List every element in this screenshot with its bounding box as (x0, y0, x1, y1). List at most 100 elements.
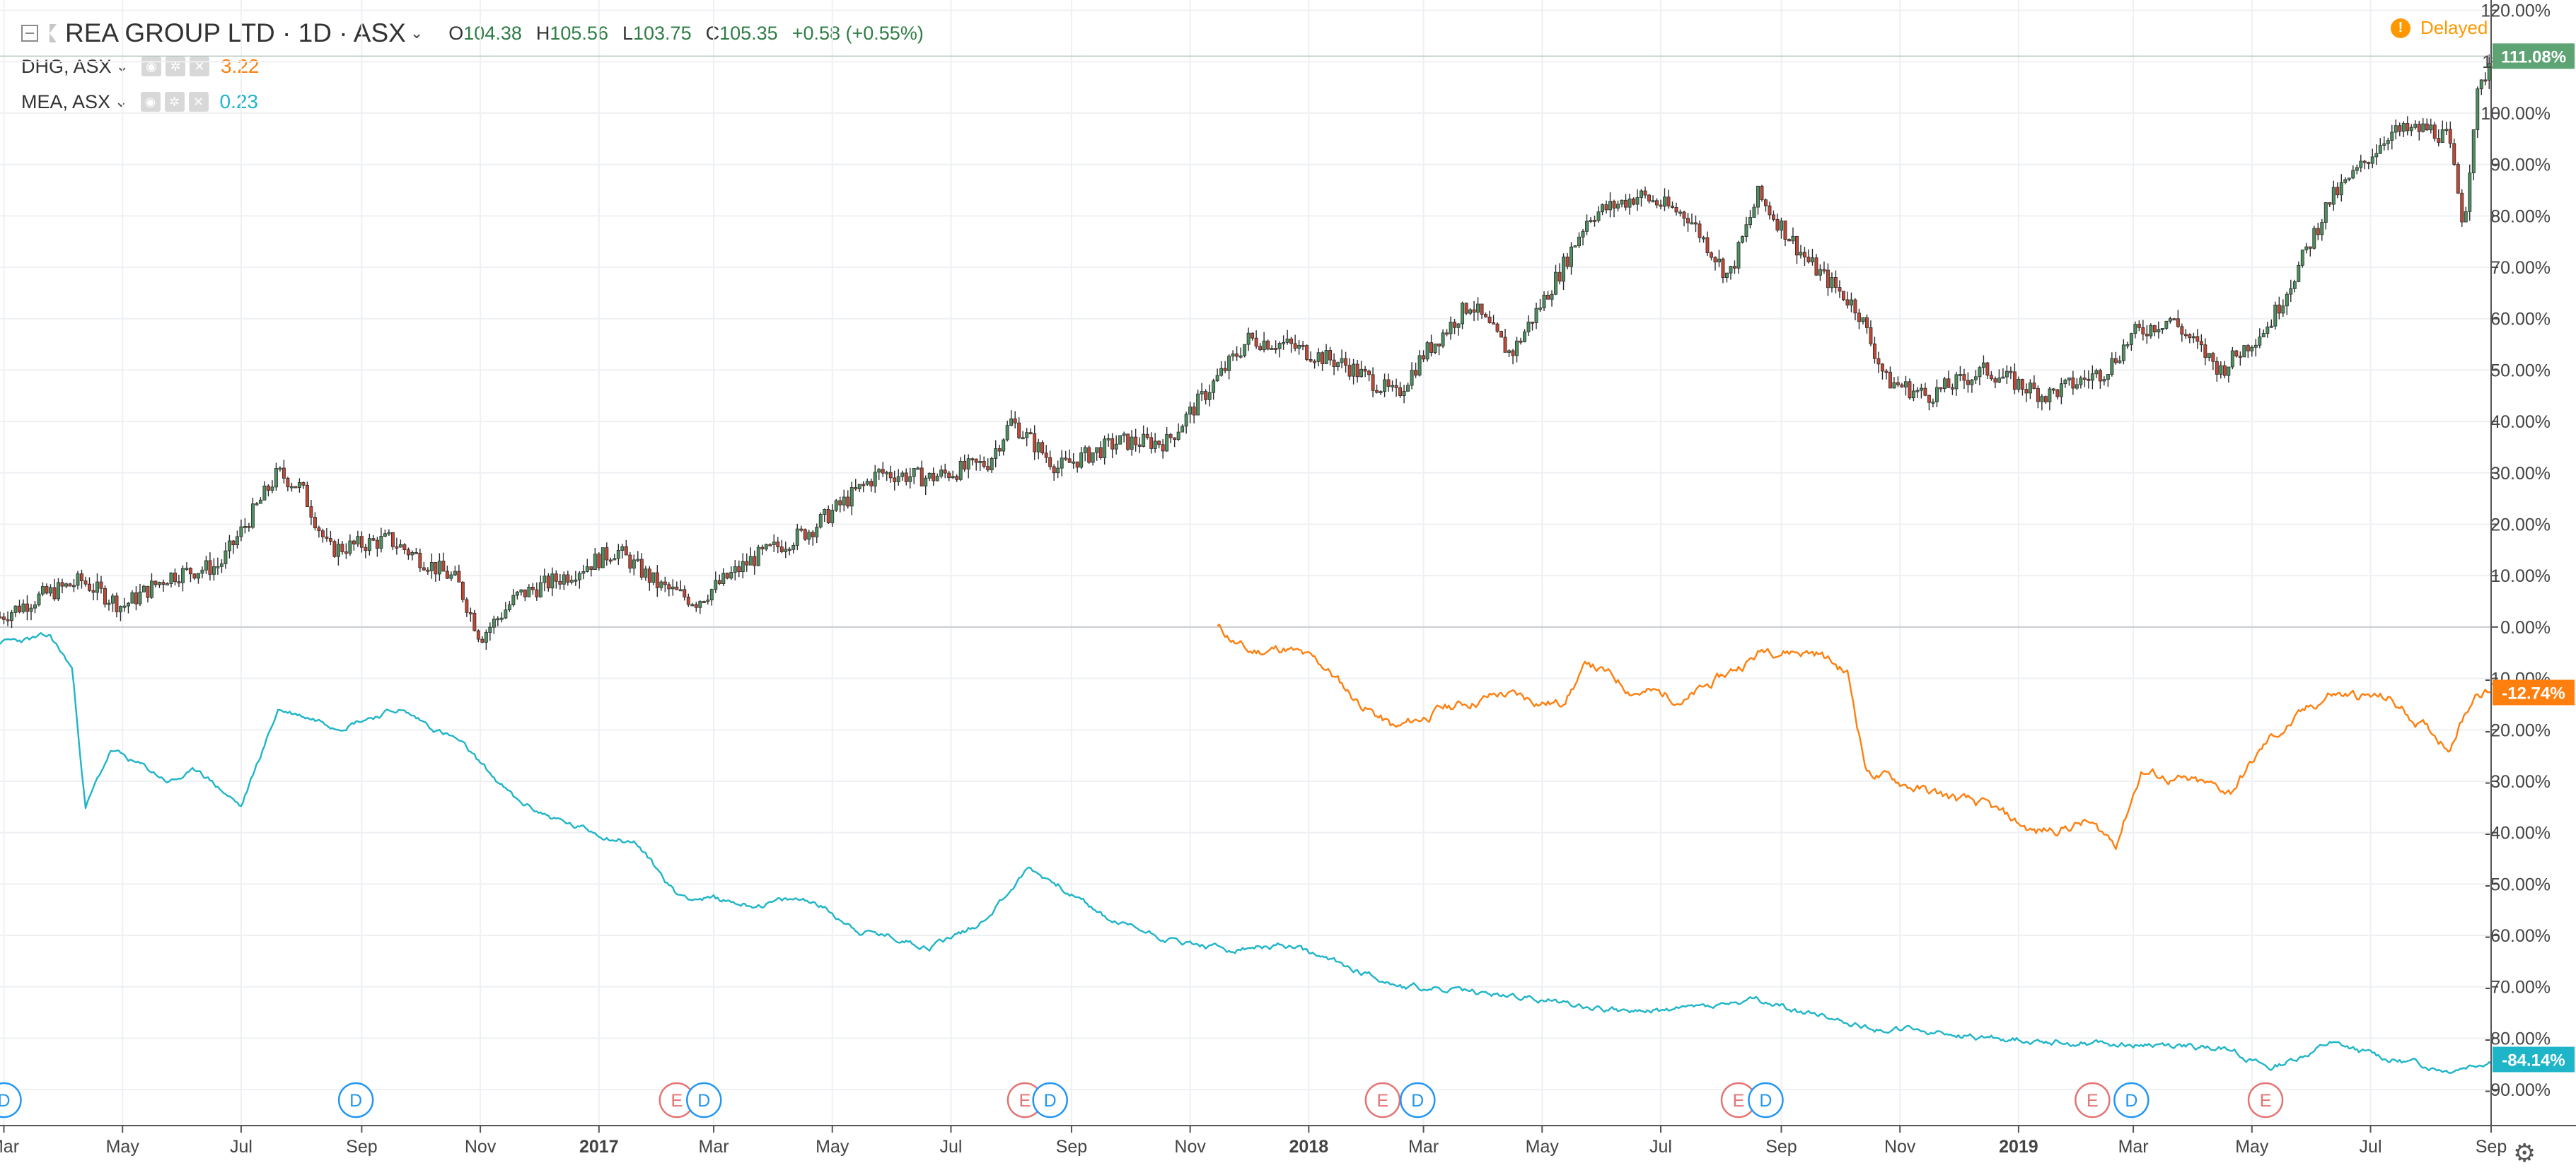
candle-body (2277, 304, 2281, 314)
candle-body (811, 532, 815, 537)
candle-body (496, 618, 500, 621)
event-marker-label: E (671, 1091, 683, 1111)
candle-body (1328, 350, 1333, 361)
candle-body (1526, 321, 1531, 332)
close-icon[interactable]: ✕ (189, 57, 209, 76)
y-tick-label: -40.00% (2485, 824, 2551, 843)
candle-body (1021, 437, 1025, 440)
close-icon[interactable]: ✕ (188, 92, 209, 112)
candle-body (1608, 201, 1612, 211)
candle-body (1748, 217, 1752, 226)
candle-body (1702, 237, 1705, 240)
candle-body (2227, 366, 2231, 376)
compare-symbol-mea[interactable]: MEA, ASX (21, 90, 111, 112)
gear-icon[interactable]: ✲ (164, 92, 185, 112)
candle-body (2118, 360, 2122, 363)
candle-body (1095, 447, 1099, 453)
candle-body (37, 593, 41, 605)
candle-body (2164, 320, 2169, 329)
collapse-icon[interactable] (21, 25, 38, 42)
chart-settings-gear-icon[interactable]: ⚙ (2513, 1138, 2536, 1167)
candle-body (29, 607, 33, 612)
candle-body (2343, 179, 2348, 183)
candle-body (698, 601, 702, 608)
compare-row-mea: MEA, ASX ⌄ ◉ ✲ ✕ 0.23 (21, 90, 258, 113)
candle-body (1048, 457, 1052, 467)
candle-body (1896, 382, 1900, 385)
candle-body (605, 547, 609, 561)
y-tick-label: 30.00% (2490, 464, 2551, 484)
candle-body (119, 606, 122, 612)
candle-body (1624, 199, 1628, 208)
last-value-tag (2493, 679, 2575, 706)
delayed-indicator[interactable]: ! Delayed (2391, 17, 2488, 39)
candle-body (91, 590, 95, 593)
candle-body (429, 561, 434, 571)
candle-body (165, 583, 169, 585)
chevron-down-icon[interactable]: ⌄ (410, 24, 424, 42)
compare-row-dhg: DHG, ASX ⌄ ◉ ✲ ✕ 3.22 (21, 55, 259, 78)
candle-body (1830, 277, 1834, 288)
candle-body (1764, 199, 1768, 206)
candle-body (437, 561, 441, 575)
gear-icon[interactable]: ✲ (165, 57, 185, 76)
compare-symbol-dhg[interactable]: DHG, ASX (21, 55, 112, 77)
candle-body (1456, 323, 1461, 328)
eye-icon[interactable]: ◉ (140, 92, 161, 112)
x-tick-label: Nov (465, 1137, 497, 1157)
candle-body (1523, 331, 1527, 342)
candle-body (714, 580, 718, 590)
candle-body (1484, 314, 1488, 317)
event-marker-label: D (1759, 1091, 1772, 1111)
candle-body (1429, 342, 1434, 353)
earnings-marker (2075, 1082, 2111, 1119)
eye-icon[interactable]: ◉ (141, 57, 161, 76)
candle-body (460, 581, 465, 600)
candle-body (733, 566, 737, 573)
candle-body (2328, 202, 2332, 205)
candle-body (1978, 367, 1982, 378)
candle-body (2028, 382, 2032, 394)
chevron-down-icon[interactable]: ⌄ (115, 93, 128, 110)
dividend-marker (1748, 1082, 1784, 1119)
candle-body (1864, 317, 1869, 328)
candle-body (589, 566, 593, 570)
candle-body (2452, 143, 2456, 165)
candle-body (18, 605, 21, 612)
candle-body (593, 554, 597, 570)
candle-body (597, 554, 601, 568)
candle-body (2378, 145, 2382, 154)
candle-body (1725, 272, 1729, 278)
candle-body (1277, 343, 1282, 349)
candle-body (313, 517, 317, 528)
candle-body (465, 599, 469, 613)
candle-body (1531, 321, 1535, 324)
candle-body (558, 580, 562, 585)
candle-body (2051, 388, 2055, 391)
candle-body (2133, 324, 2137, 334)
candle-body (2250, 346, 2254, 351)
candle-body (1044, 452, 1048, 458)
candle-body (2331, 187, 2336, 205)
candle-body (1013, 418, 1017, 424)
candle-body (2374, 153, 2379, 158)
candle-body (1903, 381, 1908, 387)
candle-body (1060, 457, 1064, 469)
candle-body (2067, 378, 2071, 380)
candle-body (768, 544, 772, 547)
candle-body (1464, 303, 1468, 314)
candle-body (126, 602, 130, 607)
candle-body (1036, 442, 1040, 452)
candle-body (336, 544, 340, 557)
candle-body (457, 571, 461, 583)
candle-body (1235, 354, 1239, 357)
candle-body (1145, 433, 1149, 438)
event-marker-label: D (2125, 1091, 2137, 1111)
flag-icon[interactable] (50, 24, 57, 42)
candle-body (1934, 387, 1939, 402)
candle-body (1760, 185, 1764, 200)
candle-body (943, 469, 947, 474)
candle-body (219, 563, 224, 567)
candle-body (1966, 380, 1970, 385)
